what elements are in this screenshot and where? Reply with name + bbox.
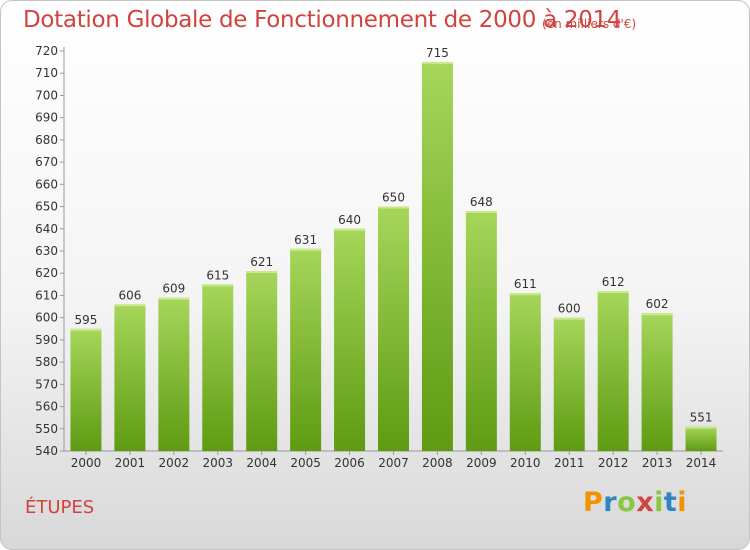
x-tick-label-2005: 2005 [290,456,321,470]
logo-letter: t [663,487,678,518]
y-tick-label: 610 [35,288,58,302]
value-label-2004: 621 [250,255,273,269]
logo-letter: r [603,487,618,518]
y-tick-label: 700 [35,88,58,102]
logo-letter: i [677,487,688,518]
x-tick-label-2012: 2012 [598,456,629,470]
bar-2001 [114,304,146,451]
y-tick-label: 590 [35,333,58,347]
bar-2012 [597,291,629,451]
bar-top-highlight [465,211,497,213]
value-label-2014: 551 [690,411,713,425]
logo-letter: o [617,487,637,518]
y-tick-label: 540 [35,444,58,458]
logo-letter: i [654,487,664,518]
value-label-2002: 609 [162,282,185,296]
logo-letter: P [583,487,604,518]
x-tick-label-2000: 2000 [71,456,102,470]
value-label-2000: 595 [75,313,98,327]
bar-2009 [465,211,497,451]
bar-top-highlight [246,271,278,273]
y-tick-label: 720 [35,44,58,58]
bar-2007 [378,206,409,451]
y-tick-label: 660 [35,177,58,191]
value-label-2005: 631 [294,233,317,247]
x-tick-label-2003: 2003 [202,456,233,470]
bar-2008 [421,62,453,451]
commune-name: ÉTUPES [25,497,95,518]
y-tick-label: 650 [35,200,58,214]
y-tick-label: 600 [35,311,58,325]
y-tick-label: 670 [35,155,58,169]
x-tick-label-2013: 2013 [642,456,673,470]
value-label-2012: 612 [602,275,625,289]
y-tick-label: 580 [35,355,58,369]
value-label-2003: 615 [206,268,229,282]
bar-2000 [70,328,102,451]
bar-2003 [202,284,234,451]
x-tick-label-2006: 2006 [334,456,365,470]
x-tick-label-2001: 2001 [115,456,146,470]
bar-top-highlight [641,313,673,316]
bar-top-highlight [290,248,322,251]
value-label-2006: 640 [338,213,361,227]
x-tick-label-2008: 2008 [422,456,453,470]
bar-top-highlight [158,297,190,300]
bar-2004 [246,271,278,451]
bar-2013 [641,313,673,451]
y-tick-label: 680 [35,133,58,147]
chart-title: Dotation Globale de Fonctionnement de 20… [23,7,622,33]
bar-2002 [158,297,190,451]
y-tick-label: 690 [35,111,58,125]
bar-top-highlight [421,62,453,65]
y-tick-label: 560 [35,400,58,414]
y-tick-label: 620 [35,266,58,280]
bar-2006 [334,228,366,451]
y-tick-label: 710 [35,66,58,80]
bar-top-highlight [597,291,629,293]
bar-2005 [290,248,322,451]
bar-2011 [553,317,585,451]
value-label-2008: 715 [426,46,449,60]
y-tick-label: 570 [35,377,58,391]
value-label-2001: 606 [118,288,141,302]
y-tick-label: 630 [35,244,58,258]
bar-top-highlight [685,426,717,429]
x-tick-label-2004: 2004 [246,456,277,470]
value-label-2009: 648 [470,195,493,209]
bar-2014 [685,426,717,451]
x-tick-label-2007: 2007 [378,456,409,470]
value-label-2011: 600 [558,302,581,316]
bar-top-highlight [202,284,234,287]
x-tick-label-2002: 2002 [159,456,190,470]
proxiti-logo: Proxiti [583,487,687,518]
y-tick-label: 640 [35,222,58,236]
bar-2010 [509,293,541,451]
value-label-2010: 611 [514,277,537,291]
x-tick-label-2009: 2009 [466,456,497,470]
chart-unit-label: (en milliers d'€) [542,17,637,31]
value-label-2013: 602 [646,297,669,311]
x-tick-label-2011: 2011 [554,456,585,470]
bar-top-highlight [378,206,409,209]
bar-top-highlight [553,317,585,320]
bar-top-highlight [334,228,366,231]
bar-top-highlight [114,304,146,307]
x-tick-label-2014: 2014 [686,456,717,470]
bar-top-highlight [509,293,541,296]
x-tick-label-2010: 2010 [510,456,541,470]
y-tick-label: 550 [35,422,58,436]
logo-letter: x [636,487,655,518]
bar-top-highlight [70,328,102,331]
value-label-2007: 650 [382,191,405,205]
